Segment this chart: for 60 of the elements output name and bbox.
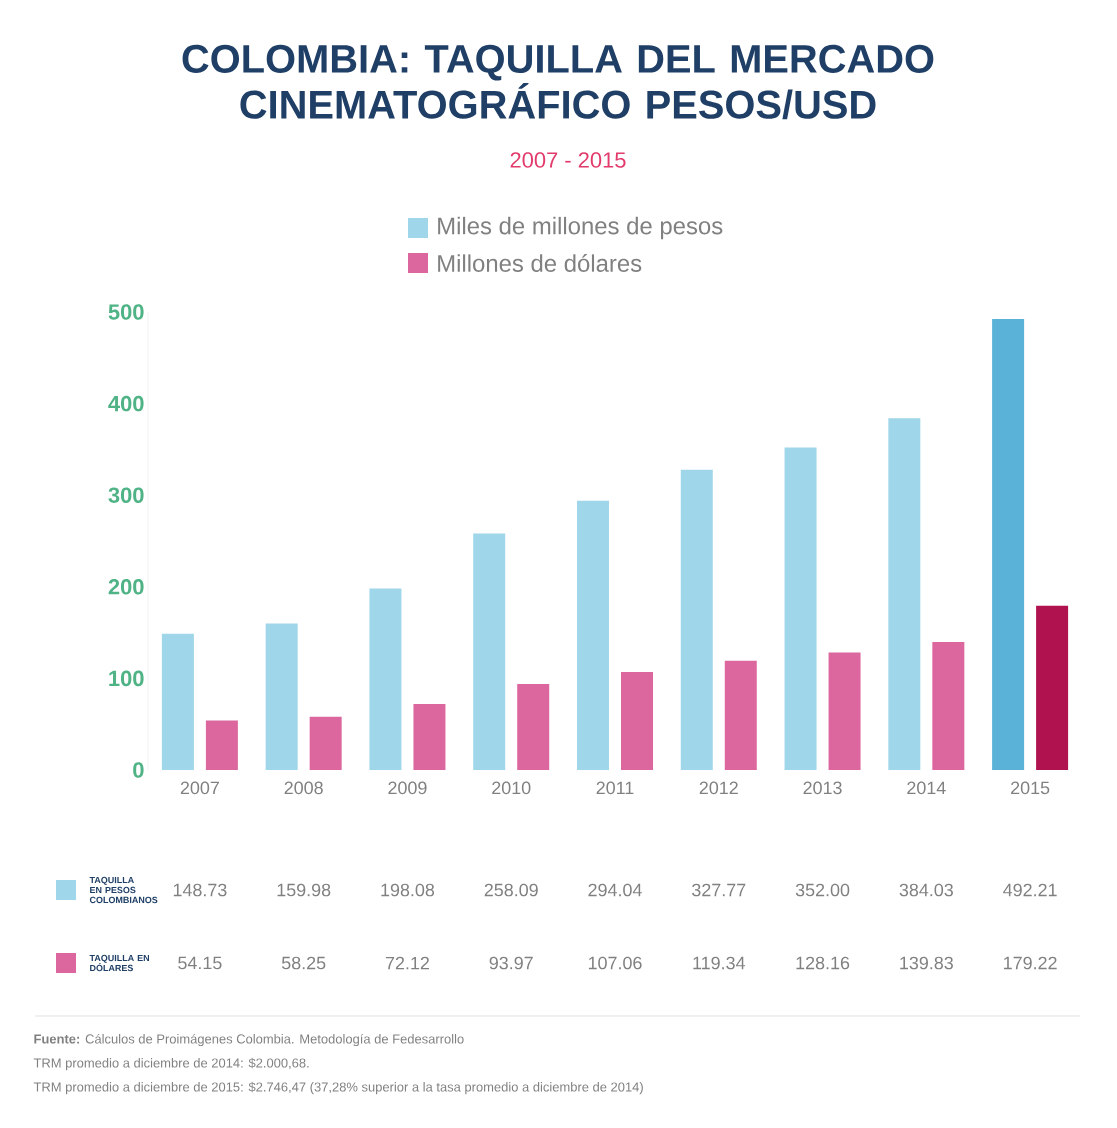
legend-label: Miles de millones de pesos (438, 216, 723, 240)
text: TAQUILLA EN DÓLARES (89, 954, 150, 972)
data-label: 58.25 (281, 956, 326, 970)
bar (932, 641, 965, 770)
x-tick-label: 2008 (284, 781, 323, 795)
bar (473, 533, 506, 770)
legend-label: Millones de dólares (438, 254, 642, 272)
data-label: 72.12 (385, 956, 429, 970)
data-label: 179.22 (1004, 956, 1057, 970)
data-label: 198.08 (381, 883, 435, 897)
y-tick-label: 400 (108, 395, 144, 412)
bar (888, 418, 921, 770)
data-label: 294.04 (588, 883, 642, 897)
bar (517, 683, 550, 770)
bar (205, 720, 238, 770)
data-label: 384.03 (899, 883, 953, 897)
bar (577, 500, 609, 770)
x-tick-label: 2007 (180, 781, 219, 795)
bar (265, 623, 298, 770)
chart-title: COLOMBIA: TAQUILLA DEL MERCADO CINEMATOGRÁFICO PESOS/USD (182, 44, 934, 120)
x-tick-label: 2014 (907, 781, 946, 795)
x-tick-label: 2012 (699, 781, 738, 795)
y-tick-label: 300 (108, 487, 144, 503)
text: TRM promedio a diciembre de 2015: $2.746,47 (37,28% superior a la tasa promedio a diciembre de 2014) (33, 1081, 643, 1095)
x-tick-label: 2011 (596, 781, 634, 795)
y-tick-label: 0 (133, 762, 144, 778)
bar (680, 469, 713, 770)
data-label: 93.97 (489, 956, 533, 970)
data-label: 139.83 (900, 956, 953, 970)
bar (161, 633, 194, 770)
x-tick-label: 2015 (1011, 781, 1050, 795)
bar (724, 660, 757, 770)
bar (413, 703, 446, 770)
chart-subtitle: 2007 - 2015 (510, 152, 626, 168)
bar (992, 319, 1025, 770)
data-label: 492.21 (1003, 883, 1057, 897)
bar (621, 671, 653, 770)
data-label: 119.34 (693, 956, 746, 970)
text: TAQUILLA EN PESOS COLOMBIANOS (89, 876, 158, 904)
data-label: 148.73 (173, 883, 227, 897)
x-tick-label: 2010 (492, 781, 531, 795)
bar (828, 652, 861, 770)
bar (309, 716, 342, 770)
data-label: 107.06 (588, 956, 642, 970)
data-label: 128.16 (796, 956, 850, 970)
y-tick-label: 100 (109, 670, 144, 687)
data-label: 258.09 (484, 883, 538, 897)
data-label: 352.00 (795, 883, 850, 897)
text: TRM promedio a diciembre de 2014: $2.000,68. (33, 1057, 309, 1071)
bar (784, 447, 817, 770)
bar (369, 588, 402, 770)
y-tick-label: 200 (108, 579, 144, 595)
data-label: 327.77 (692, 883, 746, 897)
x-tick-label: 2009 (388, 781, 427, 795)
text: Fuente: Cálculos de Proimágenes Colombia. Metodología de Fedesarrollo (34, 1033, 464, 1047)
y-tick-label: 500 (108, 304, 144, 320)
x-tick-label: 2013 (803, 781, 842, 795)
bar (1036, 605, 1069, 770)
data-label: 54.15 (178, 956, 222, 970)
data-label: 159.98 (277, 883, 331, 897)
